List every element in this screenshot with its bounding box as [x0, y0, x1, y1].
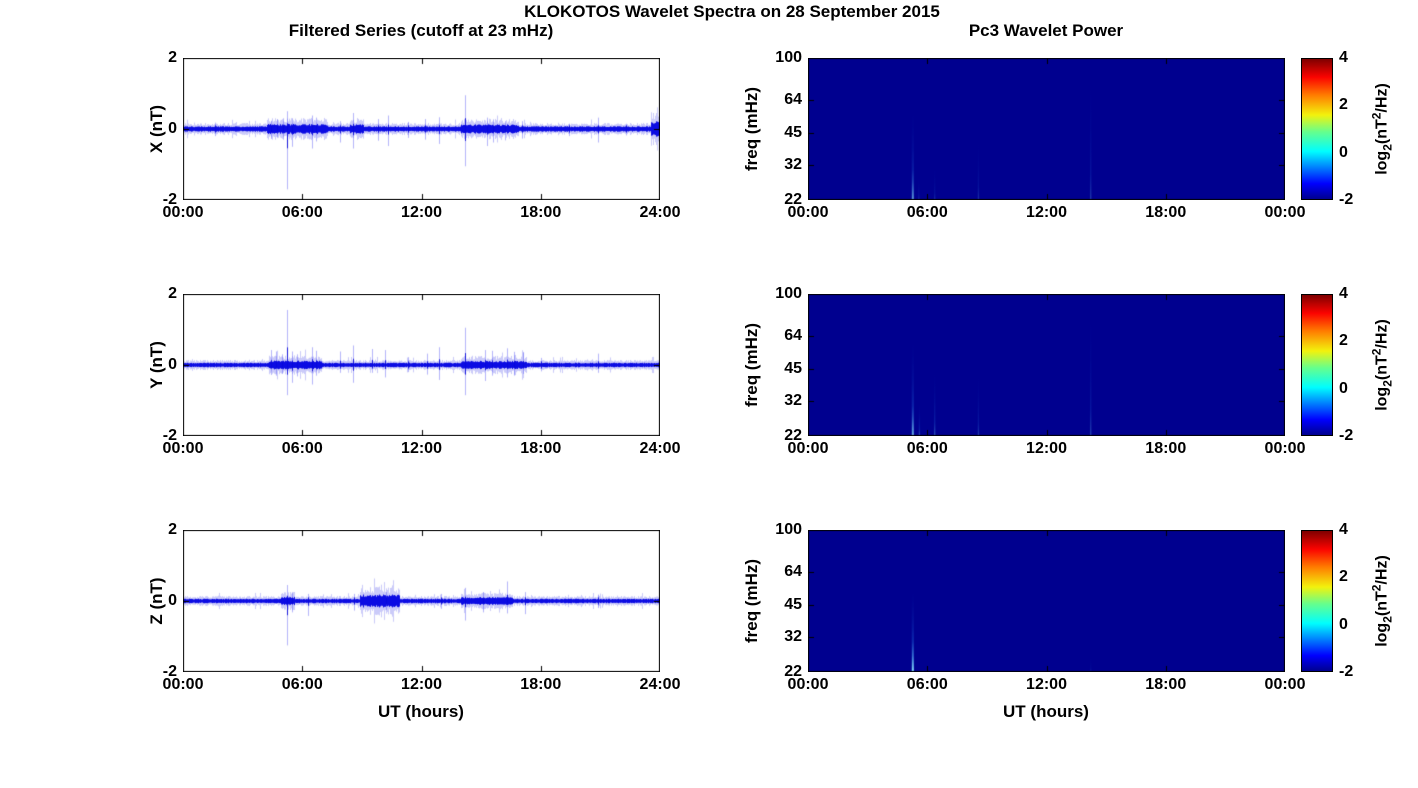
- x-tick-label: 12:00: [401, 440, 442, 457]
- colorbar-tick-label: 2: [1339, 568, 1348, 586]
- x-wavelet-spectrogram: [808, 58, 1285, 200]
- x-tick-label: 18:00: [520, 676, 562, 693]
- y-tick-label: 22: [784, 663, 802, 680]
- y-tick-label: 0: [168, 592, 177, 609]
- x-tick-label: 06:00: [281, 440, 323, 457]
- z-wavelet-colorbar-label: log2(nT2/Hz): [1369, 555, 1395, 647]
- y-tick-label: 45: [784, 359, 802, 377]
- right-column-title: Pc3 Wavelet Power: [968, 21, 1124, 40]
- colorbar-tick-label: 4: [1339, 49, 1348, 66]
- y-tick-label: 100: [775, 521, 802, 538]
- y-series-panel: Y (nT) 00:00 06:00 12:00 18:00 24:00 2 0 -2: [147, 285, 680, 457]
- colorbar-tick-label: 2: [1339, 332, 1348, 350]
- y-tick-label: 64: [784, 562, 802, 580]
- x-tick-label: 18:00: [520, 440, 562, 457]
- y-tick-label: 45: [784, 595, 802, 613]
- x-tick-label: 06:00: [281, 204, 323, 221]
- x-tick-label: 06:00: [906, 440, 948, 457]
- x-tick-label: 06:00: [906, 204, 948, 221]
- x-wavelet-colorbar: [1301, 58, 1333, 200]
- x-tick-label: 00:00: [162, 440, 204, 457]
- x-tick-label: 12:00: [401, 676, 442, 693]
- y-tick-label: -2: [162, 663, 177, 680]
- x-tick-label: 12:00: [1026, 676, 1067, 693]
- y-tick-label: 22: [784, 191, 802, 208]
- colorbar-tick-label: 0: [1339, 615, 1348, 633]
- y-tick-label: 0: [168, 356, 177, 373]
- y-tick-label: 32: [784, 155, 802, 173]
- colorbar-tick-label: 0: [1339, 379, 1348, 397]
- x-tick-label: 12:00: [401, 204, 442, 221]
- y-tick-label: 45: [784, 123, 802, 141]
- z-series-plot: [183, 530, 660, 672]
- x-tick-label: 00:00: [162, 676, 204, 693]
- colorbar-tick-label: -2: [1339, 427, 1354, 444]
- x-tick-label: 24:00: [639, 440, 681, 457]
- y-tick-label: 32: [784, 391, 802, 409]
- x-tick-label: 00:00: [1264, 676, 1306, 693]
- x-tick-label: 00:00: [787, 440, 829, 457]
- colorbar-tick-label: -2: [1339, 191, 1354, 208]
- x-tick-label: 18:00: [520, 204, 562, 221]
- y-tick-label: 0: [168, 120, 177, 137]
- x-series-panel: X (nT) 00:00 06:00 12:00 18:00 24:00 2 0 -2: [147, 49, 680, 221]
- x-tick-label: 24:00: [639, 676, 681, 693]
- x-series-y-axis-label: X (nT): [147, 104, 166, 154]
- x-tick-label: 18:00: [1145, 676, 1187, 693]
- y-tick-label: 22: [784, 427, 802, 444]
- z-series-y-axis-label: Z (nT): [147, 577, 166, 625]
- left-column-title: Filtered Series (cutoff at 23 mHz): [288, 21, 554, 40]
- x-tick-label: 24:00: [639, 204, 681, 221]
- y-tick-label: 64: [784, 90, 802, 108]
- y-wavelet-spectrogram: [808, 294, 1285, 436]
- x-tick-label: 12:00: [1026, 204, 1067, 221]
- figure-title: KLOKOTOS Wavelet Spectra on 28 September…: [524, 2, 940, 21]
- y-tick-label: 2: [168, 49, 177, 66]
- colorbar-tick-label: 2: [1339, 96, 1348, 114]
- x-tick-label: 00:00: [162, 204, 204, 221]
- y-tick-label: 2: [168, 285, 177, 302]
- x-tick-label: 18:00: [1145, 440, 1187, 457]
- y-tick-label: -2: [162, 427, 177, 444]
- x-wavelet-panel: freq (mHz) 00:00 06:00 12:00 18:00 00:00 100 6…: [742, 49, 1395, 221]
- y-tick-label: 64: [784, 326, 802, 344]
- x-tick-label: 00:00: [1264, 204, 1306, 221]
- right-x-axis-label: UT (hours): [1003, 702, 1089, 721]
- y-tick-label: 100: [775, 49, 802, 66]
- x-tick-label: 00:00: [787, 204, 829, 221]
- x-tick-label: 06:00: [281, 676, 323, 693]
- y-wavelet-colorbar: [1301, 294, 1333, 436]
- y-tick-label: 100: [775, 285, 802, 302]
- x-tick-label: 12:00: [1026, 440, 1067, 457]
- y-tick-label: 32: [784, 627, 802, 645]
- y-tick-label: -2: [162, 191, 177, 208]
- colorbar-tick-label: -2: [1339, 663, 1354, 680]
- x-wavelet-freq-axis-label: freq (mHz): [742, 86, 761, 172]
- y-tick-label: 2: [168, 521, 177, 538]
- x-tick-label: 00:00: [1264, 440, 1306, 457]
- colorbar-tick-label: 4: [1339, 285, 1348, 302]
- x-series-plot: [183, 58, 660, 200]
- x-tick-label: 00:00: [787, 676, 829, 693]
- z-wavelet-colorbar: [1301, 530, 1333, 672]
- left-x-axis-label: UT (hours): [378, 702, 464, 721]
- y-series-y-axis-label: Y (nT): [147, 341, 166, 389]
- x-tick-label: 06:00: [906, 676, 948, 693]
- z-series-panel: Z (nT) 00:00 06:00 12:00 18:00 24:00 2 0 -2 UT …: [147, 521, 680, 721]
- z-wavelet-freq-axis-label: freq (mHz): [742, 558, 761, 644]
- z-wavelet-panel: freq (mHz) 00:00 06:00 12:00 18:00 00:00 100 6…: [742, 521, 1395, 721]
- y-wavelet-panel: freq (mHz) 00:00 06:00 12:00 18:00 00:00 100 6…: [742, 285, 1395, 457]
- y-series-plot: [183, 294, 660, 436]
- colorbar-tick-label: 0: [1339, 143, 1348, 161]
- x-wavelet-colorbar-label: log2(nT2/Hz): [1369, 83, 1395, 175]
- y-wavelet-colorbar-label: log2(nT2/Hz): [1369, 319, 1395, 411]
- colorbar-tick-label: 4: [1339, 521, 1348, 538]
- x-tick-label: 18:00: [1145, 204, 1187, 221]
- z-wavelet-spectrogram: [808, 530, 1285, 672]
- y-wavelet-freq-axis-label: freq (mHz): [742, 322, 761, 408]
